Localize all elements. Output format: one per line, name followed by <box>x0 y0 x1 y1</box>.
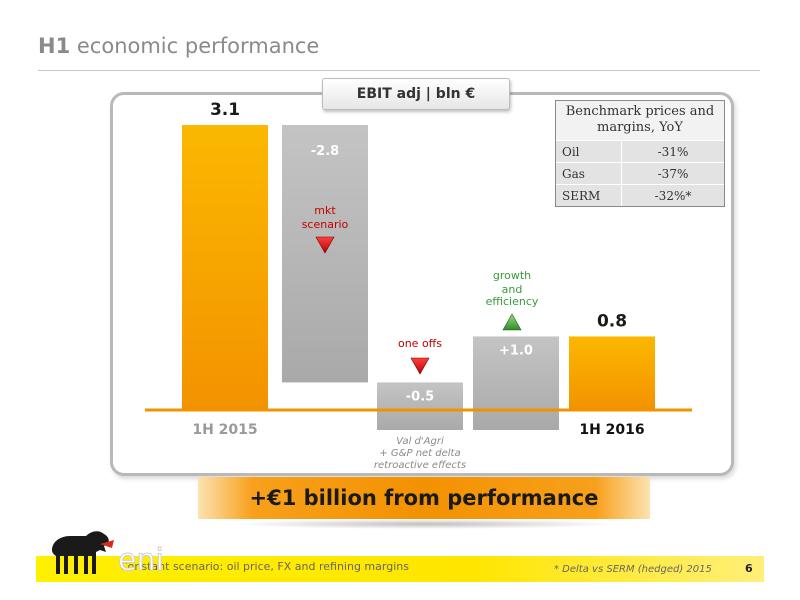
table-row: Oil -31% <box>556 140 724 162</box>
bar-one-offs <box>377 382 463 430</box>
annotation-mkt-line2: scenario <box>302 218 349 231</box>
up-triangle-icon <box>502 313 522 331</box>
benchmark-value: -37% <box>657 167 689 181</box>
flame-icon <box>100 540 114 548</box>
benchmark-value: -31% <box>657 145 689 159</box>
bar-mkt-scenario <box>282 125 368 383</box>
benchmark-value: -32%* <box>654 189 692 203</box>
footer-footnote: * Delta vs SERM (hedged) 2015 <box>554 564 712 575</box>
annotation-growth-line2: and <box>502 283 523 296</box>
oneoffs-note-line3: retroactive effects <box>374 460 466 471</box>
benchmark-name: Gas <box>556 163 622 184</box>
bar-1h-2016 <box>569 336 655 410</box>
oneoffs-note-line2: + G&P net delta <box>379 448 460 459</box>
oneoffs-note-line1: Val d'Agri <box>396 436 444 447</box>
table-row: Gas -37% <box>556 162 724 184</box>
bar-1h-2015 <box>182 125 268 410</box>
banner-shadow <box>230 519 620 529</box>
performance-banner: +€1 billion from performance <box>198 477 650 519</box>
logo-wordmark: eni <box>118 543 164 578</box>
data-label: -2.8 <box>311 144 339 159</box>
table-row: SERM -32%* <box>556 184 724 206</box>
annotation-mkt-line1: mkt <box>314 204 336 217</box>
page-number: 6 <box>745 562 753 575</box>
title-bold: H1 <box>38 34 71 58</box>
benchmark-name: Oil <box>556 141 622 162</box>
data-label: +1.0 <box>499 343 533 358</box>
bar-growth-and-efficiency <box>473 336 559 430</box>
down-triangle-icon <box>315 236 335 254</box>
page-title: H1 economic performance <box>38 34 319 58</box>
x-label-end: 1H 2016 <box>579 422 644 438</box>
chart-title-box: EBIT adj | bln € <box>322 78 510 110</box>
six-legged-dog-icon <box>52 531 109 574</box>
x-label-start: 1H 2015 <box>192 422 257 438</box>
data-label: -0.5 <box>406 389 434 404</box>
benchmark-header: Benchmark prices and margins, YoY <box>565 104 715 135</box>
footer-bar <box>36 556 764 582</box>
title-rest: economic performance <box>76 34 320 58</box>
footer-note: Constant scenario: oil price, FX and ref… <box>120 560 409 573</box>
title-divider <box>38 70 760 71</box>
data-label: 3.1 <box>210 100 240 120</box>
benchmark-table: Benchmark prices and margins, YoY Oil -3… <box>555 100 725 207</box>
annotation-growth-line3: efficiency <box>486 295 539 308</box>
annotation-oneoffs: one offs <box>398 337 442 350</box>
down-triangle-icon <box>410 357 430 375</box>
data-label: 0.8 <box>597 311 627 331</box>
benchmark-name: SERM <box>556 185 622 206</box>
eni-logo: eni <box>52 531 164 579</box>
annotation-growth-line1: growth <box>493 269 531 282</box>
